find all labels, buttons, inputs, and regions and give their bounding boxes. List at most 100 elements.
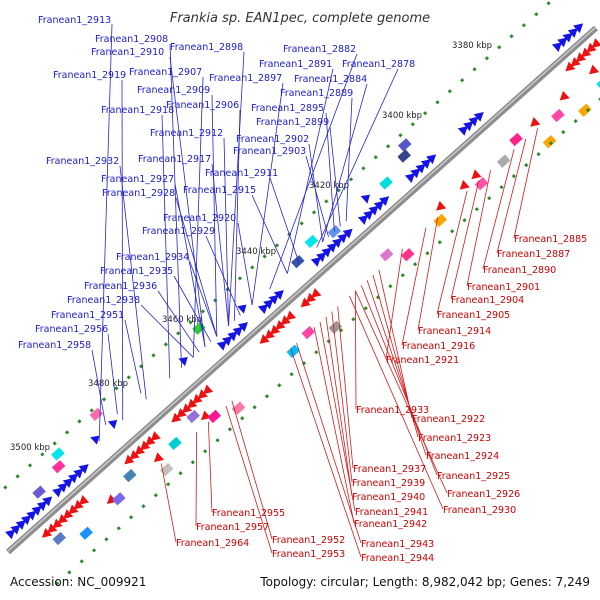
gene-label[interactable]: Franean1_2922: [412, 414, 485, 425]
gc-tick: [561, 130, 565, 134]
gene-label[interactable]: Franean1_2887: [497, 249, 570, 260]
gene-label[interactable]: Franean1_2956: [35, 324, 108, 335]
gene-label[interactable]: Franean1_2951: [51, 310, 124, 321]
feature-block: [596, 77, 600, 90]
gene-label[interactable]: Franean1_2930: [443, 505, 516, 516]
feature-block: [291, 255, 305, 268]
gc-tick: [361, 166, 365, 170]
gc-tick: [499, 185, 503, 189]
feature-block: [497, 155, 511, 168]
gene-label[interactable]: Franean1_2897: [209, 73, 282, 84]
gene-label[interactable]: Franean1_2915: [183, 185, 256, 196]
gene-label[interactable]: Franean1_2906: [166, 100, 239, 111]
gene-label[interactable]: Franean1_2927: [101, 174, 174, 185]
gc-tick: [277, 383, 281, 387]
gene-label[interactable]: Franean1_2898: [170, 42, 243, 53]
leader-line: [355, 291, 447, 493]
gene-arrow-icon: [556, 91, 569, 104]
gc-tick: [524, 163, 528, 167]
gene-label[interactable]: Franean1_2964: [176, 538, 249, 549]
gene-label[interactable]: Franean1_2925: [437, 471, 510, 482]
gc-tick: [28, 463, 32, 467]
gene-label[interactable]: Franean1_2941: [355, 507, 428, 518]
gene-label[interactable]: Franean1_2944: [361, 553, 434, 564]
gene-label[interactable]: Franean1_2934: [116, 252, 189, 263]
leader-line: [309, 144, 323, 242]
gene-label[interactable]: Franean1_2907: [129, 67, 202, 78]
leader-line: [306, 156, 329, 237]
kbp-label-3400: 3400 kbp: [382, 111, 422, 121]
gc-tick: [250, 265, 254, 269]
gene-label[interactable]: Franean1_2884: [294, 74, 367, 85]
gene-label[interactable]: Franean1_2936: [84, 281, 157, 292]
gene-label[interactable]: Franean1_2943: [361, 539, 434, 550]
gene-label[interactable]: Franean1_2909: [137, 85, 210, 96]
gene-label[interactable]: Franean1_2912: [150, 128, 223, 139]
gc-tick: [53, 441, 57, 445]
gene-label[interactable]: Franean1_2889: [280, 88, 353, 99]
gc-tick: [228, 427, 232, 431]
gene-label[interactable]: Franean1_2924: [426, 451, 499, 462]
gene-label[interactable]: Franean1_2920: [163, 213, 236, 224]
leader-line: [418, 217, 438, 330]
feature-block: [398, 138, 412, 151]
gc-tick: [487, 196, 491, 200]
gene-label[interactable]: Franean1_2916: [402, 341, 475, 352]
gene-arrow-icon: [151, 452, 164, 465]
gene-label[interactable]: Franean1_2957: [196, 522, 269, 533]
gene-label[interactable]: Franean1_2932: [46, 156, 119, 167]
gc-tick: [450, 229, 454, 233]
gc-tick: [203, 449, 207, 453]
gene-label[interactable]: Franean1_2929: [142, 226, 215, 237]
gene-label[interactable]: Franean1_2908: [95, 34, 168, 45]
gene-label[interactable]: Franean1_2935: [100, 266, 173, 277]
gene-label[interactable]: Franean1_2882: [283, 44, 356, 55]
leader-line: [320, 322, 355, 511]
gene-label[interactable]: Franean1_2885: [514, 234, 587, 245]
gene-label[interactable]: Franean1_2937: [353, 464, 426, 475]
gene-label[interactable]: Franean1_2926: [447, 489, 520, 500]
gene-label[interactable]: Franean1_2914: [418, 326, 491, 337]
gene-label[interactable]: Franean1_2917: [138, 154, 211, 165]
gene-label[interactable]: Franean1_2904: [451, 295, 524, 306]
gene-label[interactable]: Franean1_2952: [272, 535, 345, 546]
gene-label[interactable]: Franean1_2891: [259, 59, 332, 70]
gene-label[interactable]: Franean1_2902: [236, 134, 309, 145]
gc-tick: [178, 471, 182, 475]
gene-label[interactable]: Franean1_2928: [102, 188, 175, 199]
feature-block: [509, 133, 523, 146]
gc-tick: [574, 119, 578, 123]
feature-block: [397, 149, 411, 162]
gene-label[interactable]: Franean1_2901: [467, 282, 540, 293]
gene-arrow-icon: [586, 65, 599, 78]
gene-label[interactable]: Franean1_2923: [418, 433, 491, 444]
gene-label[interactable]: Franean1_2940: [352, 492, 425, 503]
gene-label[interactable]: Franean1_2955: [212, 508, 285, 519]
gc-tick: [398, 133, 402, 137]
gene-label[interactable]: Franean1_2878: [342, 59, 415, 70]
gene-label[interactable]: Franean1_2918: [101, 105, 174, 116]
gene-label[interactable]: Franean1_2921: [386, 355, 459, 366]
gene-label[interactable]: Franean1_2939: [352, 478, 425, 489]
gc-tick: [312, 210, 316, 214]
gene-label[interactable]: Franean1_2910: [91, 47, 164, 58]
gc-tick: [374, 155, 378, 159]
gc-tick: [252, 405, 256, 409]
leader-line: [238, 223, 252, 305]
gene-label[interactable]: Franean1_2919: [53, 70, 126, 81]
gene-label[interactable]: Franean1_2958: [18, 340, 91, 351]
gene-label[interactable]: Franean1_2913: [38, 15, 111, 26]
gene-label[interactable]: Franean1_2890: [483, 265, 556, 276]
gene-label[interactable]: Franean1_2938: [67, 295, 140, 306]
gene-label[interactable]: Franean1_2899: [256, 117, 329, 128]
gene-label[interactable]: Franean1_2911: [205, 168, 278, 179]
gc-tick: [80, 559, 84, 563]
leader-line: [161, 464, 176, 542]
leader-line: [122, 80, 123, 420]
gene-label[interactable]: Franean1_2903: [233, 146, 306, 157]
gene-label[interactable]: Franean1_2953: [272, 549, 345, 560]
gene-label[interactable]: Franean1_2895: [251, 103, 324, 114]
gc-tick: [16, 474, 20, 478]
gene-label[interactable]: Franean1_2942: [354, 519, 427, 530]
gene-label[interactable]: Franean1_2905: [437, 310, 510, 321]
